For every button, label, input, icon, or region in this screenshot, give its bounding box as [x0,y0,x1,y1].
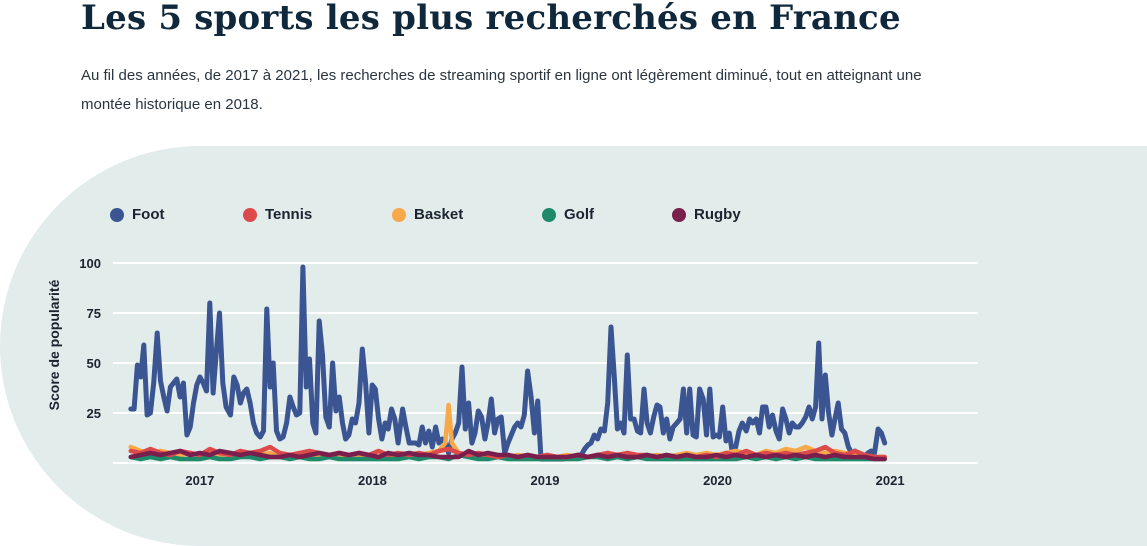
x-tick-label: 2018 [358,473,387,488]
x-tick-label: 2020 [703,473,732,488]
legend-label-golf: Golf [564,206,594,223]
legend-dot-rugby [672,207,686,222]
series-line-golf [128,452,887,462]
legend-dot-foot [110,207,124,222]
legend-label-foot: Foot [132,206,165,223]
legend-dot-golf [542,207,556,222]
legend-item-tennis[interactable]: Tennis [243,206,312,223]
x-tick-label: 2017 [185,473,214,488]
y-tick-label: 75 [87,306,101,321]
legend-item-foot[interactable]: Foot [110,206,164,223]
y-tick-label: 25 [87,406,101,421]
series-line-foot [128,264,888,462]
page-subtitle: Au fil des années, de 2017 à 2021, les r… [81,67,922,113]
legend-label-rugby: Rugby [694,206,741,223]
series-lines [128,264,888,462]
y-tick-label: 50 [87,356,101,371]
chart-panel [0,146,1147,546]
legend-item-basket[interactable]: Basket [392,206,463,223]
legend-dot-basket [392,207,406,222]
x-tick-label: 2019 [531,473,560,488]
legend-label-tennis: Tennis [265,206,313,223]
y-axis-title: Score de popularité [46,279,62,410]
grid-lines [113,262,978,464]
series-line-rugby [128,448,887,462]
axis-labels: 100 75 50 25 2017 2018 2019 2020 2021 [79,256,904,488]
legend-item-rugby[interactable]: Rugby [672,206,741,223]
legend-item-golf[interactable]: Golf [542,206,594,223]
page-title: Les 5 sports les plus recherchés en Fran… [81,0,901,38]
legend-dot-tennis [243,207,257,222]
x-tick-label: 2021 [876,473,905,488]
y-tick-label: 100 [79,256,101,271]
legend-label-basket: Basket [414,206,464,223]
